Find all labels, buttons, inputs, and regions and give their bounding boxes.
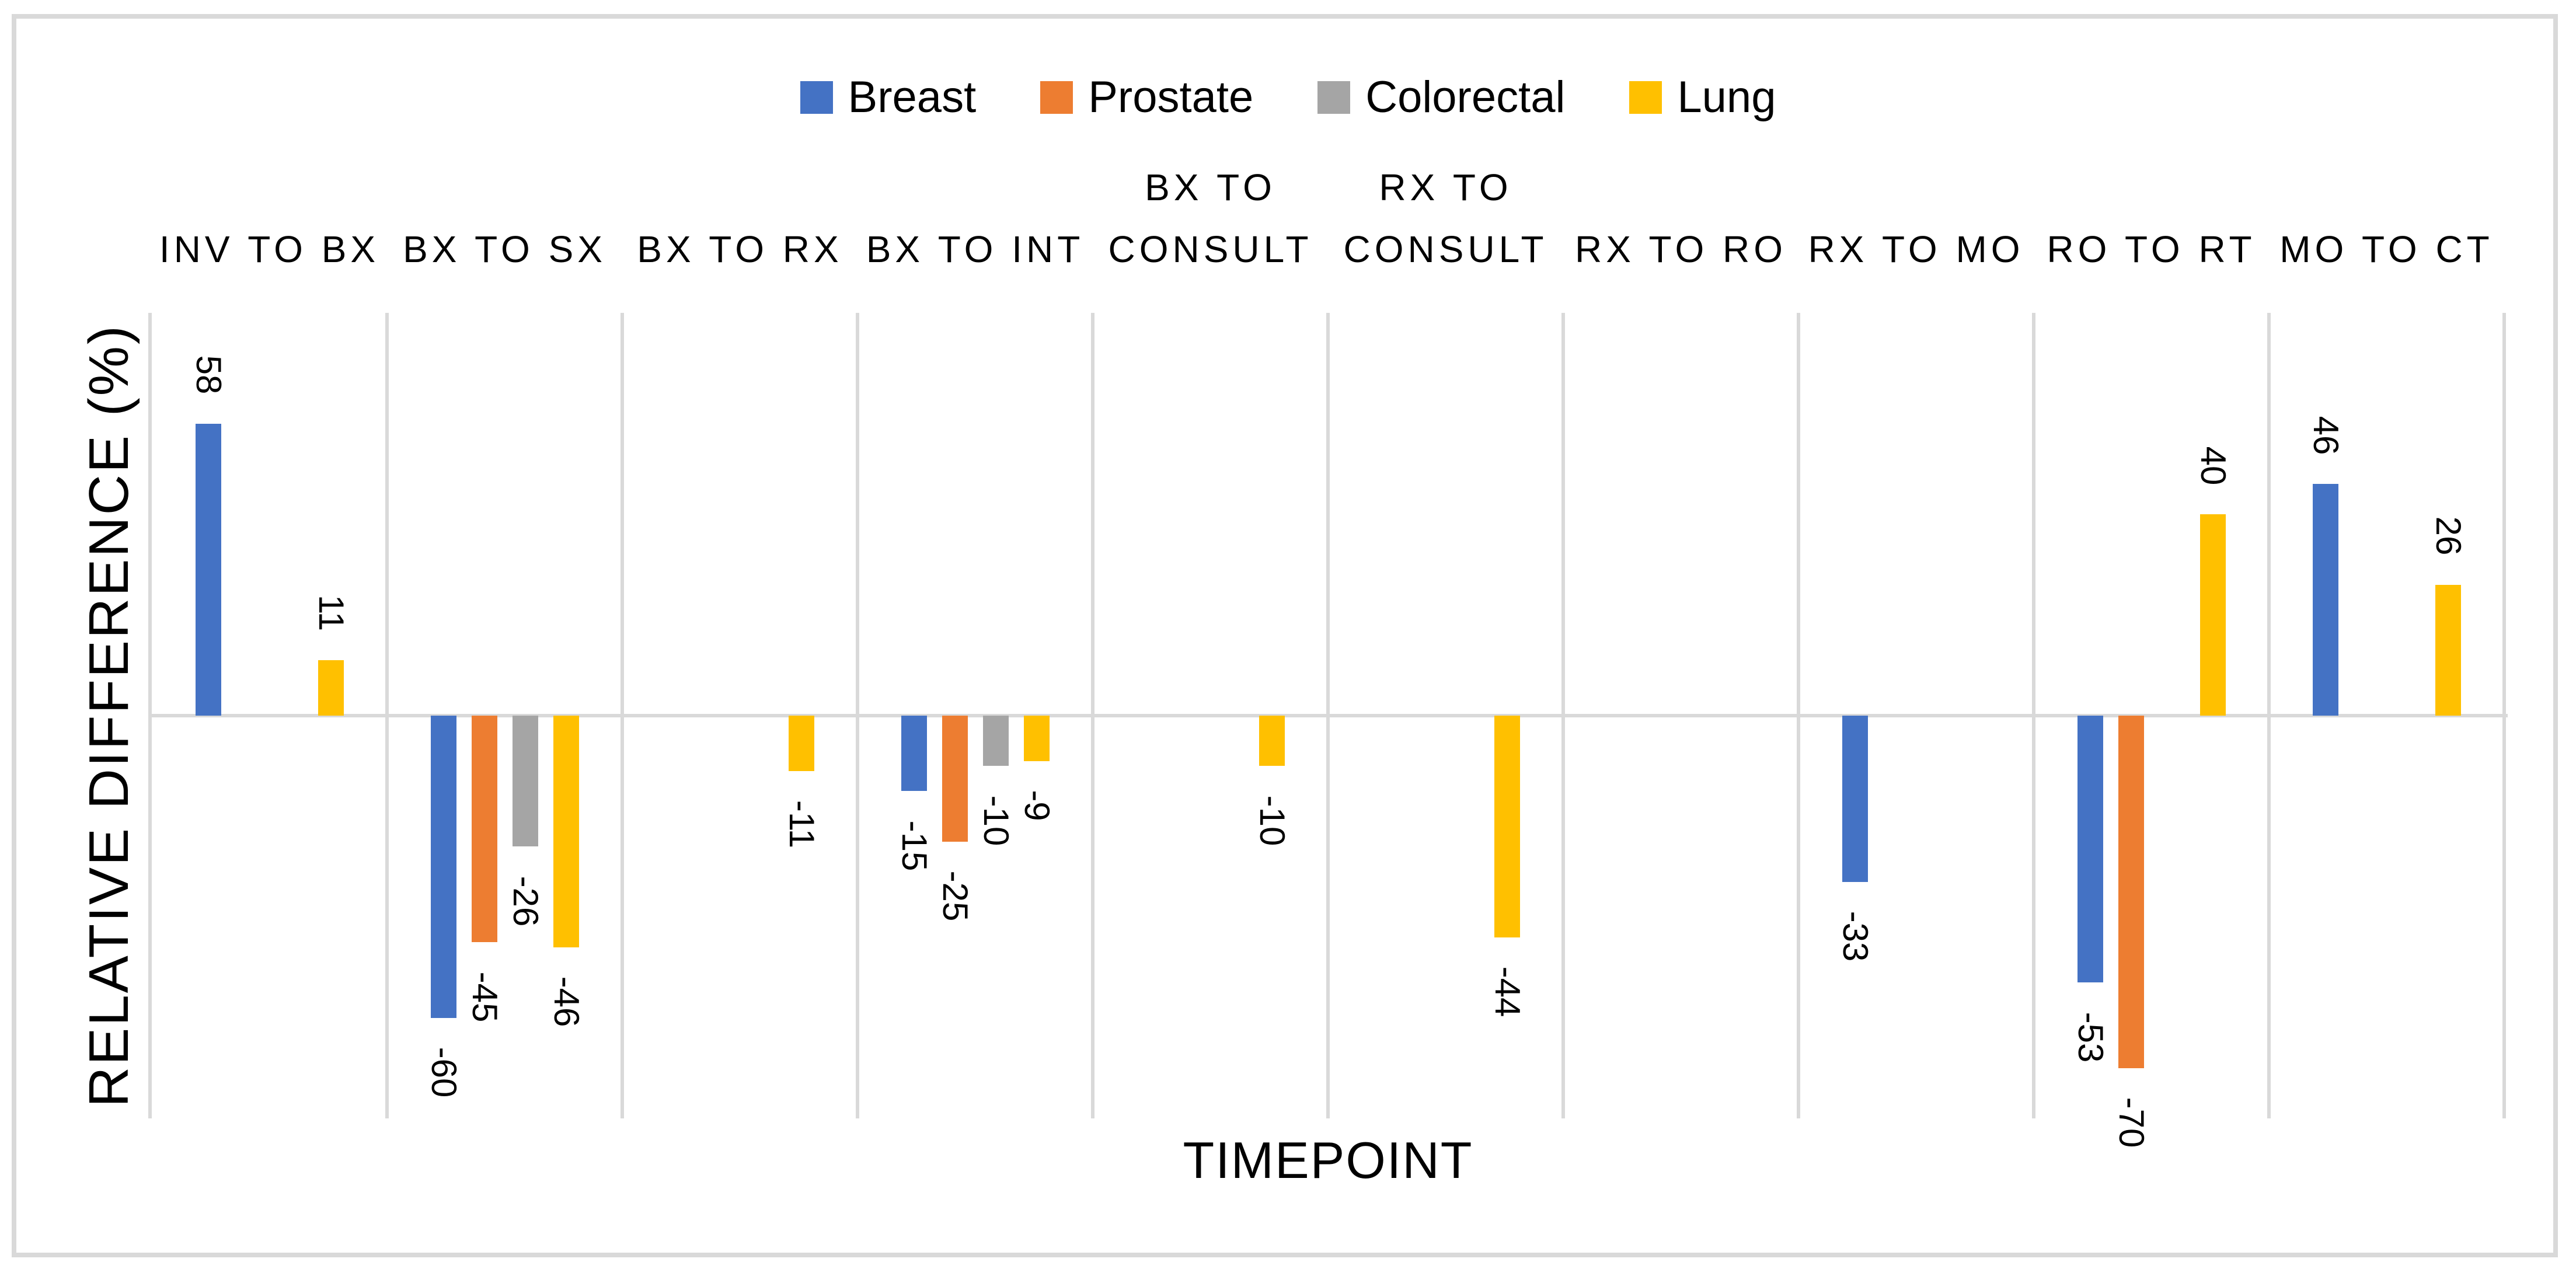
legend-label-colorectal: Colorectal — [1365, 72, 1566, 122]
category-label: BX TO INT — [866, 228, 1085, 270]
bar-value-label: -46 — [546, 976, 586, 1027]
category-gridline — [621, 313, 624, 1118]
bar-lung-bx-to-int — [1023, 716, 1050, 761]
legend-swatch-lung — [1629, 81, 1662, 114]
category-gridline — [856, 313, 859, 1118]
bar-breast-bx-to-sx — [430, 716, 456, 1018]
legend-item-lung: Lung — [1629, 75, 1776, 120]
x-axis-title: TIMEPOINT — [1183, 1131, 1473, 1189]
bar-value-label: -60 — [424, 1047, 463, 1098]
y-axis-line — [148, 313, 152, 1118]
legend-item-colorectal: Colorectal — [1317, 75, 1565, 120]
chart-legend: Breast Prostate Colorectal Lung — [0, 65, 2576, 130]
legend-label-prostate: Prostate — [1088, 72, 1254, 122]
legend-swatch-prostate — [1040, 81, 1073, 114]
bar-lung-rx-to-consult — [1494, 716, 1520, 937]
bar-lung-bx-to-rx — [788, 716, 814, 771]
legend-label-breast: Breast — [848, 72, 977, 122]
bar-value-label: -26 — [506, 876, 545, 927]
bar-value-label: -15 — [894, 820, 934, 871]
bar-value-label: -10 — [976, 795, 1016, 846]
bar-prostate-bx-to-int — [942, 716, 968, 842]
bar-breast-inv-to-bx — [195, 423, 221, 716]
category-label: RX TO MO — [1808, 228, 2024, 270]
bar-value-label: -33 — [1835, 911, 1875, 962]
category-gridline — [1797, 313, 1800, 1118]
bar-value-label: 11 — [311, 594, 351, 632]
bar-value-label: 40 — [2193, 446, 2233, 485]
category-gridline — [2032, 313, 2035, 1118]
category-label: BX TO CONSULT — [1108, 166, 1313, 270]
bar-value-label: -25 — [935, 870, 975, 922]
category-gridline — [1091, 313, 1094, 1118]
bar-value-label: -53 — [2070, 1012, 2110, 1062]
category-gridline — [1561, 313, 1565, 1118]
category-gridline — [1326, 313, 1330, 1118]
bar-colorectal-bx-to-sx — [512, 716, 538, 847]
y-axis-title: RELATIVE DIFFERENCE (%) — [78, 323, 140, 1108]
bar-lung-bx-to-sx — [553, 716, 579, 947]
bar-lung-bx-to-consult — [1259, 716, 1285, 766]
bar-lung-mo-to-ct — [2435, 584, 2461, 716]
bar-value-label: -70 — [2111, 1097, 2151, 1148]
bar-value-label: -9 — [1017, 790, 1057, 821]
legend-label-lung: Lung — [1677, 72, 1776, 122]
bar-prostate-ro-to-rt — [2118, 716, 2144, 1068]
bar-value-label: 26 — [2428, 516, 2468, 556]
bar-prostate-bx-to-sx — [471, 716, 497, 943]
category-label: INV TO BX — [159, 228, 380, 270]
category-label: RX TO RO — [1574, 228, 1787, 270]
bar-value-label: -45 — [465, 971, 504, 1022]
legend-swatch-breast — [800, 81, 833, 114]
category-axis-labels: INV TO BX BX TO SX BX TO RX BX TO INT BX TO C… — [152, 145, 2504, 280]
category-gridline — [385, 313, 389, 1118]
category-gridline — [2502, 313, 2506, 1118]
category-label: BX TO SX — [403, 228, 606, 270]
legend-item-breast: Breast — [800, 72, 977, 122]
category-label: MO TO CT — [2279, 228, 2494, 270]
category-label: RO TO RT — [2047, 228, 2256, 270]
bar-breast-bx-to-int — [901, 716, 927, 792]
bar-value-label: 46 — [2306, 416, 2345, 455]
legend-item-prostate: Prostate — [1040, 75, 1253, 120]
bar-colorectal-bx-to-int — [982, 716, 1009, 766]
bar-breast-mo-to-ct — [2312, 484, 2338, 716]
bar-breast-ro-to-rt — [2077, 716, 2103, 983]
category-label: RX TO CONSULT — [1343, 166, 1548, 270]
bar-value-label: 58 — [189, 355, 228, 395]
bar-lung-ro-to-rt — [2199, 514, 2226, 716]
category-label: BX TO RX — [637, 228, 843, 270]
bar-breast-rx-to-mo — [1842, 716, 1868, 882]
category-gridline — [2267, 313, 2271, 1118]
bar-value-label: -44 — [1487, 966, 1527, 1017]
bar-value-label: -11 — [782, 800, 821, 849]
bar-lung-inv-to-bx — [318, 660, 344, 716]
x-axis-zero-line — [152, 714, 2508, 717]
legend-swatch-colorectal — [1317, 81, 1351, 114]
bar-value-label: -10 — [1252, 795, 1292, 846]
